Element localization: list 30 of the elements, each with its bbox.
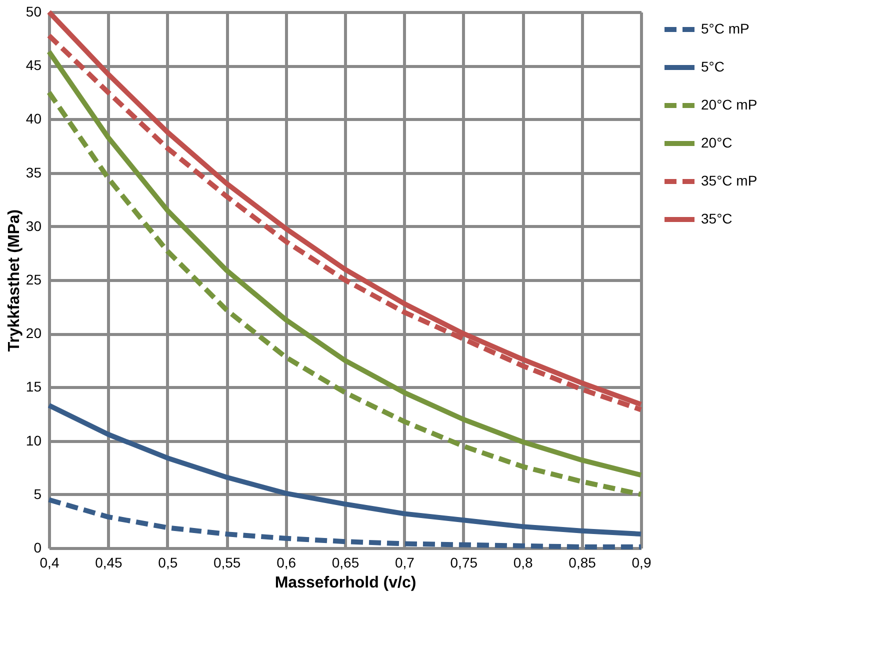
x-tick-label: 0,9 <box>632 554 652 570</box>
y-tick-label: 15 <box>26 378 42 395</box>
y-tick-label: 0 <box>34 540 42 556</box>
x-tick-label: 0,7 <box>394 554 415 570</box>
y-tick-label: 40 <box>26 110 42 127</box>
legend-label: 20°C <box>701 134 732 150</box>
y-tick-label: 35 <box>26 164 42 180</box>
y-axis-title: Trykkfasthet (MPa) <box>6 209 23 352</box>
y-tick-label: 30 <box>26 218 42 234</box>
x-tick-label: 0,6 <box>276 554 296 570</box>
y-tick-label: 50 <box>26 4 42 20</box>
x-axis-title: Masseforhold (v/c) <box>274 574 416 592</box>
x-tick-label: 0,45 <box>95 554 123 570</box>
legend-label: 5°C <box>701 58 724 74</box>
x-tick-label: 0,4 <box>40 554 60 570</box>
x-tick-label: 0,8 <box>513 554 534 570</box>
y-tick-label: 20 <box>26 325 42 342</box>
x-tick-label: 0,65 <box>332 554 360 570</box>
x-tick-label: 0,85 <box>568 554 596 570</box>
y-tick-label: 45 <box>26 57 42 74</box>
legend-label: 35°C <box>701 210 732 226</box>
x-tick-label: 0,5 <box>158 554 178 570</box>
x-tick-label: 0,75 <box>450 554 478 570</box>
x-tick-label: 0,55 <box>213 554 241 570</box>
legend-label: 20°C mP <box>701 96 758 112</box>
legend-label: 5°C mP <box>701 20 750 36</box>
y-tick-label: 5 <box>34 486 42 502</box>
legend-label: 35°C mP <box>701 172 758 188</box>
y-tick-label: 25 <box>26 272 42 288</box>
y-tick-label: 10 <box>26 432 42 448</box>
